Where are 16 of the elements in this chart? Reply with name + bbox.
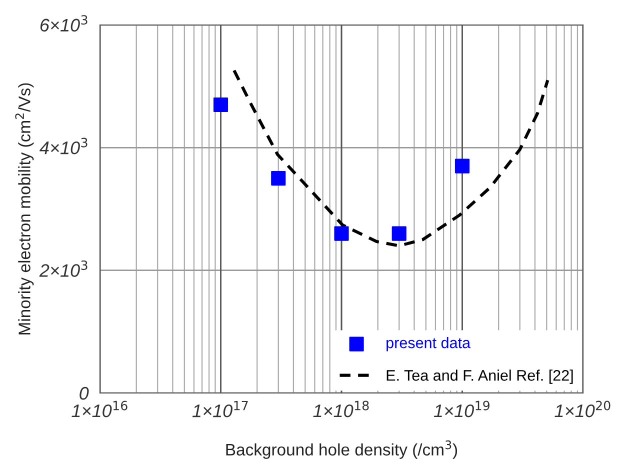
x-axis-title: Background hole density (/cm$^{3}$) [226, 440, 458, 459]
x-tick-label: 1×10$^{16}$ [72, 400, 128, 418]
y-axis-title: Minority electron mobility (cm$^{2}$/Vs) [15, 83, 34, 334]
y-tick-label: 2×10$^{3}$ [39, 260, 88, 277]
x-tick-label: 1×10$^{19}$ [434, 400, 490, 418]
x-tick-label: 1×10$^{18}$ [313, 400, 369, 418]
y-tick-label: 4×10$^{3}$ [40, 138, 88, 154]
legend-label: E. Tea and F. Aniel Ref. [22] [386, 370, 573, 384]
y-tick-label: 0 [80, 386, 89, 400]
legend-label: present data [386, 337, 471, 352]
x-tick-label: 1×10$^{17}$ [192, 400, 248, 418]
point [334, 226, 349, 241]
y-tick-label: 6×10$^{3}$ [40, 15, 88, 32]
point [213, 97, 228, 112]
x-tick-label: 1×10$^{20}$ [554, 400, 610, 418]
point [454, 158, 470, 174]
